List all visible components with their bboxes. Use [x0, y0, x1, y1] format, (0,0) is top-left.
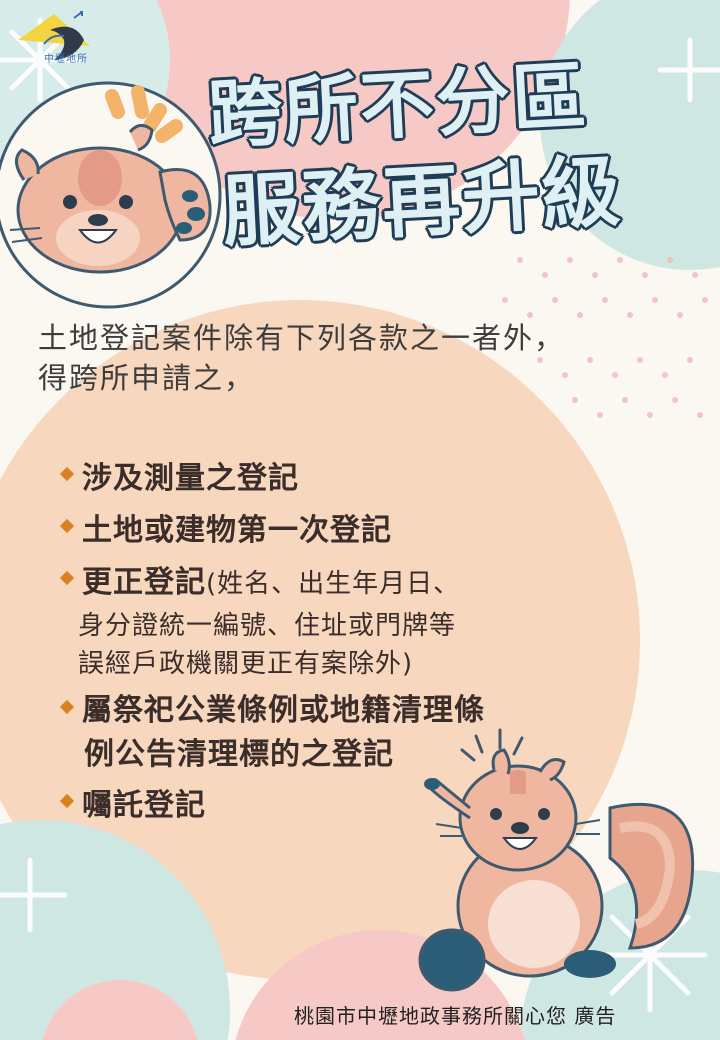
list-item: 土地或建物第一次登記 — [59, 508, 600, 554]
exception-list: 涉及測量之登記 土地或建物第一次登記 更正登記(姓名、出生年月日、 身分證統一編… — [59, 456, 600, 835]
intro-line-2: 得跨所申請之， — [38, 361, 256, 395]
list-item-text-line-1: 屬祭祀公業條例或地籍清理條 — [82, 693, 485, 728]
list-item-text: 涉及測量之登記 — [82, 461, 299, 496]
footer-text: 桃園市中壢地政事務所關心您 廣告 — [294, 1004, 617, 1028]
diamond-bullet-icon — [59, 570, 75, 586]
logo-text: 中壢地所 — [44, 54, 88, 65]
diamond-bullet-icon — [59, 518, 75, 534]
list-item-text: 土地或建物第一次登記 — [82, 513, 392, 548]
list-item: 涉及測量之登記 — [59, 456, 600, 502]
squirrel-illustration-top — [9, 124, 212, 274]
list-item-text-line-2: 例公告清理標的之登記 — [84, 737, 394, 772]
list-item-note-line-2: 身分證統一編號、住址或門牌等 — [78, 611, 457, 641]
diamond-bullet-icon — [59, 466, 75, 482]
list-item: 屬祭祀公業條例或地籍清理條 例公告清理標的之登記 — [59, 689, 600, 777]
list-item-note: (姓名、出生年月日、 — [206, 569, 461, 599]
squirrel-illustration-bottom — [418, 728, 695, 992]
intro-text: 土地登記案件除有下列各款之一者外， 得跨所申請之， — [38, 318, 688, 398]
list-item-text: 更正登記 — [82, 565, 206, 600]
list-item-text: 囑託登記 — [82, 788, 206, 823]
list-item: 更正登記(姓名、出生年月日、 身分證統一編號、住址或門牌等 誤經戶政機關更正有案… — [59, 560, 600, 683]
diamond-bullet-icon — [59, 793, 75, 809]
list-item-note-line-3: 誤經戶政機關更正有案除外) — [78, 649, 414, 679]
list-item: 囑託登記 — [59, 783, 600, 829]
logo-emblem — [18, 11, 90, 61]
diamond-bullet-icon — [59, 699, 75, 715]
intro-line-1: 土地登記案件除有下列各款之一者外， — [38, 321, 566, 355]
